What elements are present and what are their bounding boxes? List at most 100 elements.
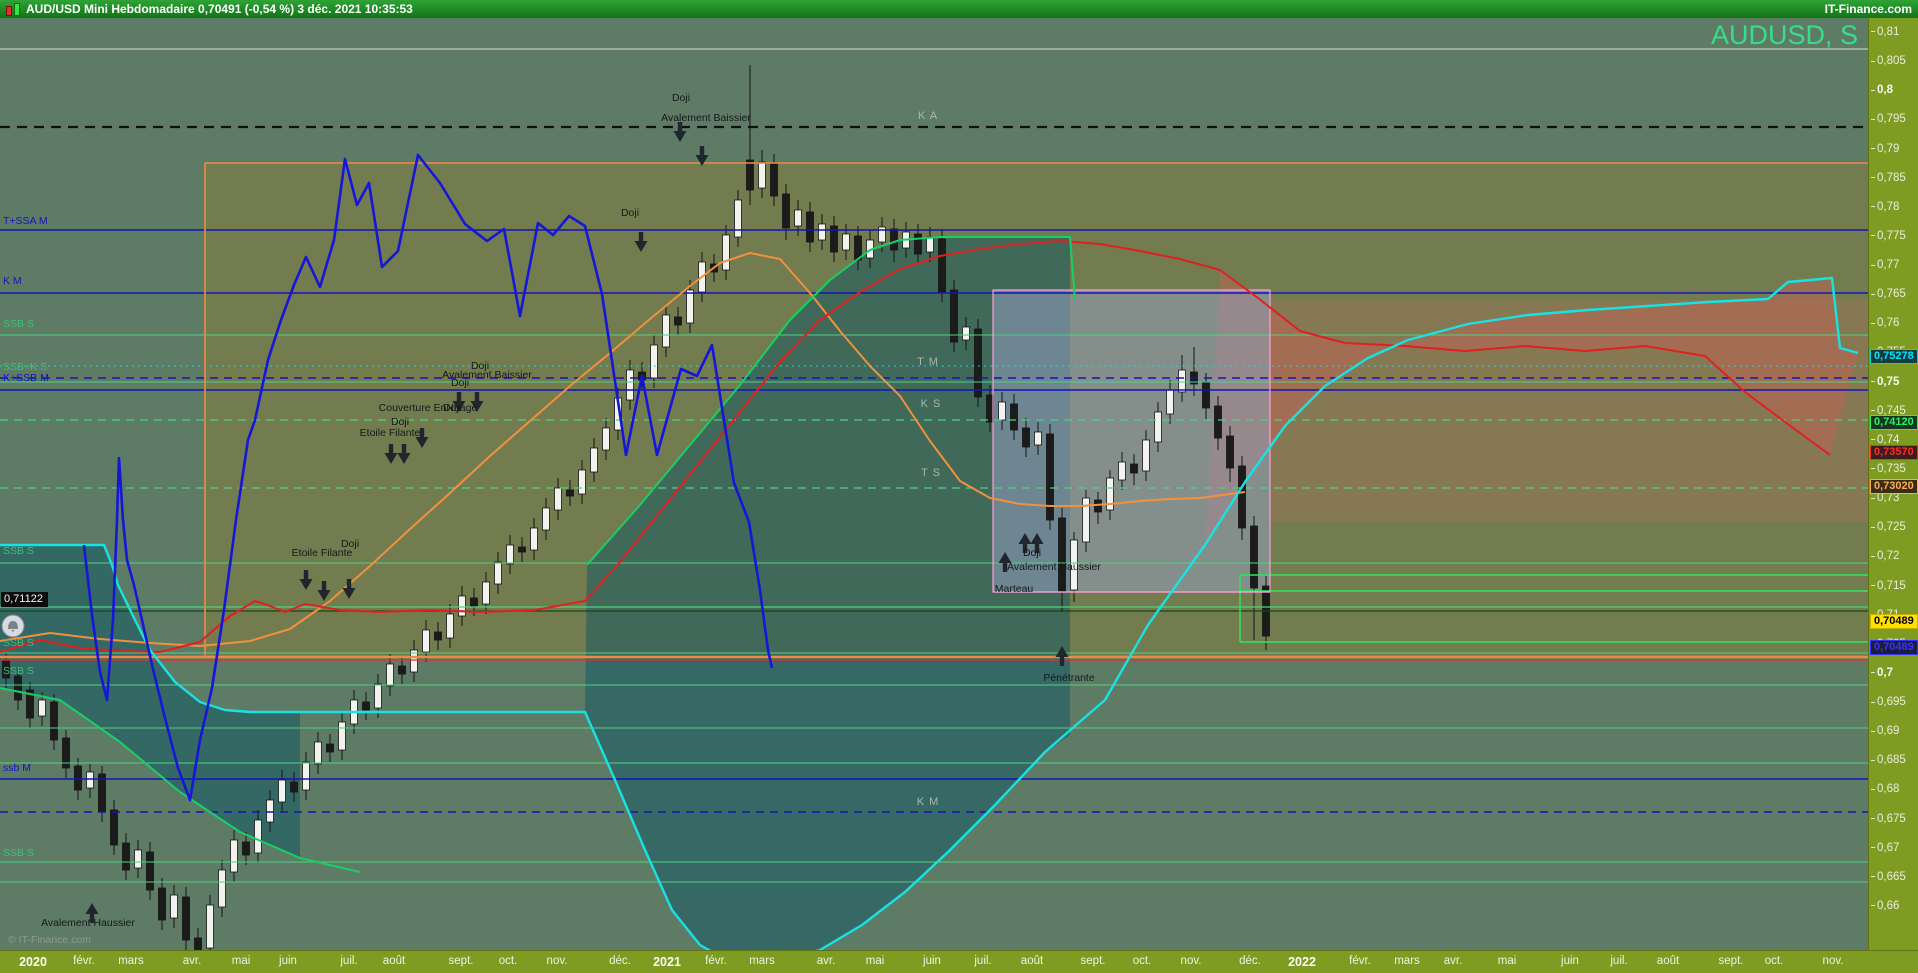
- candle-up: [842, 233, 850, 251]
- title-bar: AUD/USD Mini Hebdomadaire 0,70491 (-0,54…: [0, 0, 1918, 18]
- candle-down: [182, 896, 190, 941]
- month-tick: juil.: [340, 955, 358, 967]
- candle-up: [686, 289, 694, 324]
- chart-area[interactable]: Doji Avalement Baissier Doji Doji Avalement …: [0, 18, 1868, 950]
- bell-glyph: [8, 621, 18, 632]
- price-tick: 0,69: [1871, 725, 1899, 737]
- chart-canvas[interactable]: [0, 18, 1868, 950]
- month-tick: nov.: [1180, 955, 1202, 967]
- time-axis[interactable]: 2020 févr. mars avr. mai juin juil. août sept. oc…: [0, 950, 1918, 973]
- candle-up: [734, 199, 742, 238]
- candle-up: [266, 799, 274, 823]
- candle-up: [170, 894, 178, 919]
- price-tick: 0,74: [1871, 434, 1899, 446]
- year-tick: 2020: [19, 955, 47, 969]
- price-axis[interactable]: 0,81 0,805 0,8 0,795 0,79 0,785 0,78 0,775 0,77 0…: [1868, 18, 1918, 950]
- month-tick: juil.: [974, 955, 992, 967]
- congestion-box-border: [992, 289, 1271, 593]
- price-tick: 0,8: [1871, 84, 1893, 96]
- month-tick: févr.: [73, 955, 95, 967]
- price-tick: 0,72: [1871, 550, 1899, 562]
- candle-down: [974, 328, 982, 398]
- symbol-watermark: AUDUSD, S: [1710, 20, 1858, 50]
- price-tick: 0,795: [1871, 113, 1906, 125]
- window-title: AUD/USD Mini Hebdomadaire 0,70491 (-0,54…: [26, 2, 413, 16]
- candle-up: [386, 663, 394, 687]
- bearish-arrow-icon: [384, 444, 398, 464]
- month-tick: nov.: [546, 955, 568, 967]
- price-tick: 0,77: [1871, 259, 1899, 271]
- month-tick: mai: [865, 955, 885, 967]
- price-tick: 0,73: [1871, 492, 1899, 504]
- price-tick: 0,76: [1871, 317, 1899, 329]
- candle-up: [998, 401, 1006, 421]
- alert-price-tag[interactable]: 0,71122: [1, 592, 48, 607]
- price-tick: 0,68: [1871, 783, 1899, 795]
- bullish-arrow-icon: [998, 552, 1012, 572]
- candle-up: [446, 613, 454, 639]
- month-tick: avr.: [182, 955, 202, 967]
- price-tick: 0,66: [1871, 900, 1899, 912]
- month-tick: août: [1020, 955, 1044, 967]
- candle-down: [398, 665, 406, 675]
- brand-label: IT-Finance.com: [1824, 2, 1912, 16]
- candle-down: [242, 841, 250, 856]
- candle-up: [818, 223, 826, 241]
- bearish-arrow-icon: [470, 392, 484, 412]
- month-tick: oct.: [1132, 955, 1152, 967]
- candle-up: [662, 314, 670, 348]
- candle-up: [374, 683, 382, 709]
- candle-down: [782, 193, 790, 229]
- senkou-green-left: [0, 687, 361, 873]
- month-tick: juin: [923, 955, 941, 967]
- mid-kumo: [585, 237, 1070, 950]
- candle-down: [746, 159, 754, 191]
- price-tick: 0,715: [1871, 580, 1906, 592]
- bullish-arrow-icon: [1018, 533, 1032, 553]
- candle-down: [914, 233, 922, 255]
- candle-up: [1166, 389, 1174, 415]
- candle-down: [50, 701, 58, 741]
- candle-up: [338, 721, 346, 751]
- bearish-arrow-icon: [415, 428, 429, 448]
- candle-down: [146, 851, 154, 891]
- candle-up: [626, 369, 634, 401]
- price-tick: 0,775: [1871, 230, 1906, 242]
- month-tick: mars: [118, 955, 144, 967]
- candle-down: [362, 701, 370, 711]
- candle-down: [434, 631, 442, 641]
- candle-up: [302, 761, 310, 791]
- price-tick: 0,81: [1871, 26, 1899, 38]
- candle-up: [458, 595, 466, 617]
- candle-down: [566, 489, 574, 497]
- month-tick: mai: [1497, 955, 1517, 967]
- month-tick: mars: [1394, 955, 1420, 967]
- candle-up: [482, 581, 490, 605]
- price-tick: 0,805: [1871, 55, 1906, 67]
- copyright: © IT-Finance.com: [8, 934, 92, 946]
- candle-down: [938, 238, 946, 293]
- candle-up: [1034, 431, 1042, 446]
- candle-down: [290, 781, 298, 793]
- candle-up: [278, 779, 286, 803]
- candle-down: [110, 809, 118, 846]
- price-tick: 0,785: [1871, 172, 1906, 184]
- candle-down: [1226, 435, 1234, 469]
- price-badge: 0,70489: [1870, 614, 1918, 629]
- price-badge: 0,73020: [1870, 479, 1918, 494]
- month-tick: févr.: [705, 955, 727, 967]
- candle-down: [950, 289, 958, 343]
- price-badge: 0,73570: [1870, 445, 1918, 460]
- candle-up: [1178, 369, 1186, 393]
- price-tick: 0,67: [1871, 842, 1899, 854]
- candle-up: [494, 561, 502, 585]
- bearish-arrow-icon: [673, 122, 687, 142]
- price-tick: 0,665: [1871, 871, 1906, 883]
- bearish-arrow-icon: [695, 146, 709, 166]
- month-tick: juil.: [1610, 955, 1628, 967]
- month-tick: sept.: [1080, 955, 1106, 967]
- candle-up: [554, 487, 562, 511]
- year-tick: 2021: [653, 955, 681, 969]
- candle-up: [578, 469, 586, 495]
- month-tick: déc.: [609, 955, 631, 967]
